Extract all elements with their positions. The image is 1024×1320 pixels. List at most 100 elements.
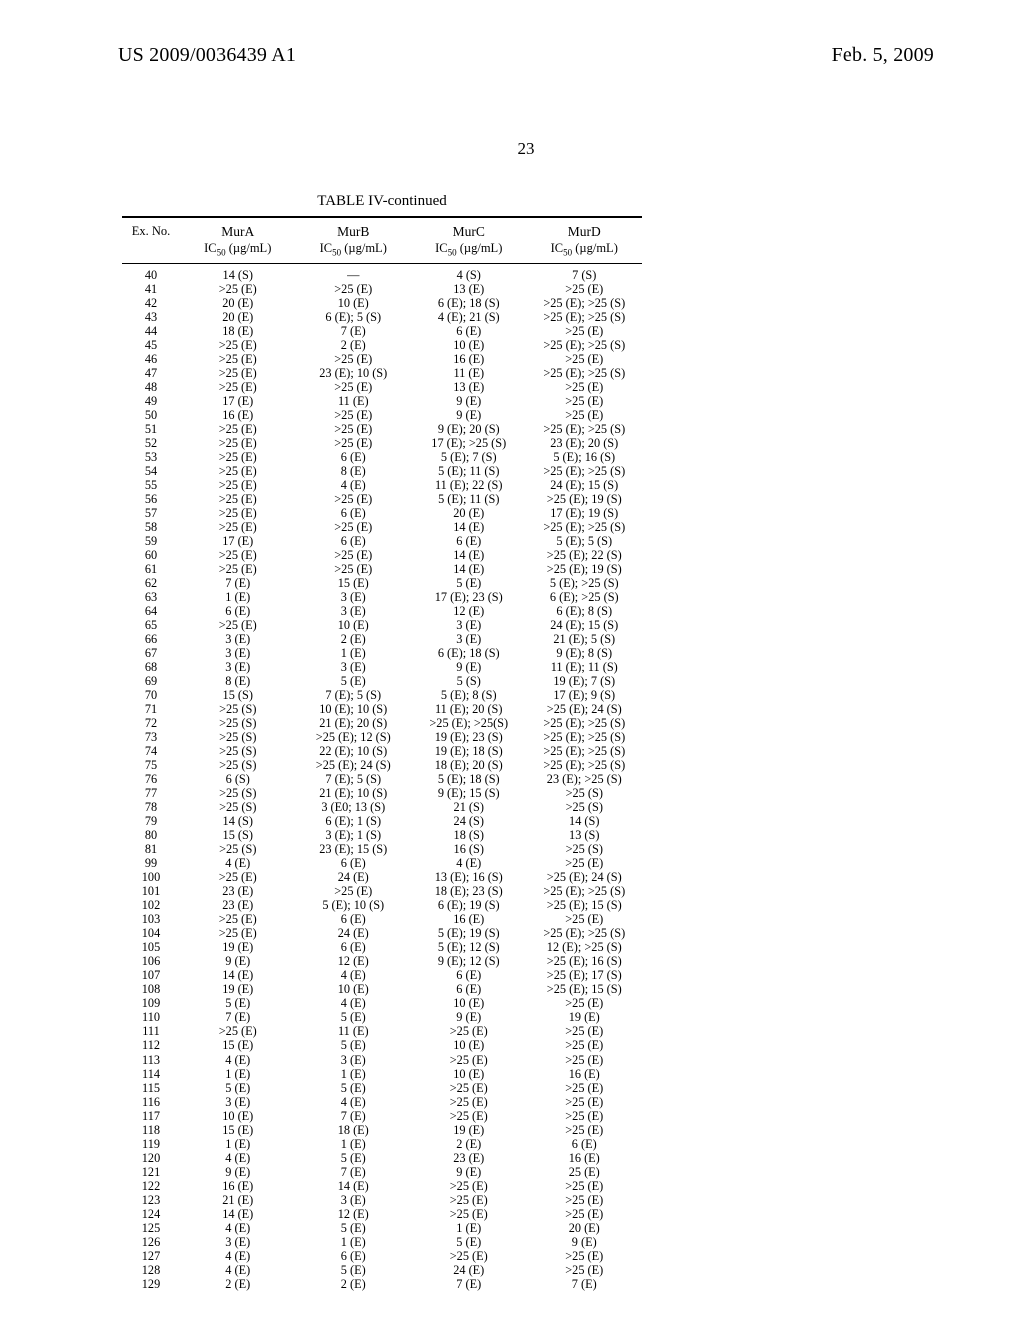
table-cell: 16 (E) xyxy=(527,1067,643,1081)
table-cell: 122 xyxy=(122,1179,180,1193)
table-cell: >25 (E); 24 (S) xyxy=(527,702,643,716)
table-cell: >25 (E) xyxy=(527,380,643,394)
table-cell: 6 (E) xyxy=(296,856,412,870)
table-cell: 100 xyxy=(122,870,180,884)
table-row: 12216 (E)14 (E)>25 (E)>25 (E) xyxy=(122,1179,642,1193)
table-cell: >25 (E); 12 (S) xyxy=(296,730,412,744)
table-cell: 7 (E) xyxy=(296,1109,412,1123)
table-cell: >25 (E); 24 (S) xyxy=(527,870,643,884)
table-cell: 1 (E) xyxy=(296,646,412,660)
table-cell: 5 (E) xyxy=(296,1151,412,1165)
table-cell: 19 (E) xyxy=(180,982,296,996)
table-cell: 17 (E) xyxy=(180,394,296,408)
table-row: 627 (E)15 (E)5 (E)5 (E); >25 (S) xyxy=(122,576,642,590)
table-row: 631 (E)3 (E)17 (E); 23 (S)6 (E); >25 (S) xyxy=(122,590,642,604)
table-cell: 24 (E); 15 (S) xyxy=(527,618,643,632)
table-row: 103>25 (E)6 (E)16 (E)>25 (E) xyxy=(122,912,642,926)
table-cell: 7 (S) xyxy=(527,268,643,282)
col-header-mura: MurA IC50 (µg/mL) xyxy=(180,224,296,259)
page: US 2009/0036439 A1 Feb. 5, 2009 23 TABLE… xyxy=(0,0,1024,1320)
table-cell: 5 (E); 18 (S) xyxy=(411,772,527,786)
table-cell: 6 (E); 18 (S) xyxy=(411,646,527,660)
table-row: 11710 (E)7 (E)>25 (E)>25 (E) xyxy=(122,1109,642,1123)
table-cell: 5 (E); 8 (S) xyxy=(411,688,527,702)
table-row: 1163 (E)4 (E)>25 (E)>25 (E) xyxy=(122,1095,642,1109)
table-cell: 6 (E) xyxy=(411,982,527,996)
table-cell: >25 (E) xyxy=(296,380,412,394)
table-cell: 57 xyxy=(122,506,180,520)
table-cell: >25 (E) xyxy=(180,380,296,394)
table-cell: >25 (E) xyxy=(180,464,296,478)
table-cell: 7 (E); 5 (S) xyxy=(296,772,412,786)
table-cell: 10 (E) xyxy=(296,618,412,632)
table-cell: >25 (E) xyxy=(411,1207,527,1221)
table-cell: 19 (E); 18 (S) xyxy=(411,744,527,758)
table-cell: 8 (E) xyxy=(180,674,296,688)
table-cell: 11 (E) xyxy=(411,366,527,380)
table-row: 100>25 (E)24 (E)13 (E); 16 (S)>25 (E); 2… xyxy=(122,870,642,884)
table-row: 4320 (E)6 (E); 5 (S)4 (E); 21 (S)>25 (E)… xyxy=(122,310,642,324)
table-cell: 10 (E); 10 (S) xyxy=(296,702,412,716)
table-cell: 115 xyxy=(122,1081,180,1095)
table-cell: 49 xyxy=(122,394,180,408)
table-cell: >25 (E) xyxy=(527,352,643,366)
table-column-headers: Ex. No. MurA IC50 (µg/mL) MurB IC50 (µg/… xyxy=(122,218,642,263)
table-cell: >25 (E); >25 (S) xyxy=(527,716,643,730)
table-cell: 22 (E); 10 (S) xyxy=(296,744,412,758)
table-cell: >25 (E) xyxy=(527,1123,643,1137)
table-iv: TABLE IV-continued Ex. No. MurA IC50 (µg… xyxy=(122,193,642,1291)
table-row: 10519 (E)6 (E)5 (E); 12 (S)12 (E); >25 (… xyxy=(122,940,642,954)
table-cell: >25 (E) xyxy=(411,1095,527,1109)
table-cell: 7 (E) xyxy=(527,1277,643,1291)
table-cell: 126 xyxy=(122,1235,180,1249)
table-cell: >25 (E) xyxy=(296,408,412,422)
table-cell: 1 (E) xyxy=(180,1067,296,1081)
table-cell: 3 (E) xyxy=(180,646,296,660)
table-row: 53>25 (E)6 (E)5 (E); 7 (S)5 (E); 16 (S) xyxy=(122,450,642,464)
table-cell: 19 (E) xyxy=(527,1010,643,1024)
table-cell: 7 (E) xyxy=(180,1010,296,1024)
table-cell: 23 (E) xyxy=(180,898,296,912)
table-cell: 3 (E); 1 (S) xyxy=(296,828,412,842)
table-row: 1141 (E)1 (E)10 (E)16 (E) xyxy=(122,1067,642,1081)
table-cell: 14 (E) xyxy=(411,520,527,534)
table-cell: 58 xyxy=(122,520,180,534)
table-cell: 48 xyxy=(122,380,180,394)
table-cell: >25 (S) xyxy=(180,786,296,800)
table-cell: 16 (E) xyxy=(527,1151,643,1165)
table-cell: 6 (E); 8 (S) xyxy=(527,604,643,618)
table-cell: 5 (S) xyxy=(411,674,527,688)
table-cell: >25 (E) xyxy=(180,870,296,884)
table-cell: 24 (E); 15 (S) xyxy=(527,478,643,492)
table-cell: >25 (E); 15 (S) xyxy=(527,982,643,996)
table-cell: 3 (E0; 13 (S) xyxy=(296,800,412,814)
table-cell: 6 (E) xyxy=(296,506,412,520)
table-cell: 104 xyxy=(122,926,180,940)
table-cell: 21 (E) xyxy=(180,1193,296,1207)
table-row: 65>25 (E)10 (E)3 (E)24 (E); 15 (S) xyxy=(122,618,642,632)
table-cell: >25 (S) xyxy=(180,730,296,744)
table-cell: >25 (S) xyxy=(180,800,296,814)
table-cell: 114 xyxy=(122,1067,180,1081)
table-cell: 5 (E); 19 (S) xyxy=(411,926,527,940)
table-cell: >25 (E) xyxy=(527,324,643,338)
table-cell: 9 (E); 8 (S) xyxy=(527,646,643,660)
table-cell: 12 (E) xyxy=(296,954,412,968)
table-row: 72>25 (S)21 (E); 20 (S)>25 (E); >25(S)>2… xyxy=(122,716,642,730)
table-row: 1254 (E)5 (E)1 (E)20 (E) xyxy=(122,1221,642,1235)
table-row: 1284 (E)5 (E)24 (E)>25 (E) xyxy=(122,1263,642,1277)
table-cell: 9 (E) xyxy=(411,394,527,408)
table-cell: >25 (E) xyxy=(180,912,296,926)
table-cell: 128 xyxy=(122,1263,180,1277)
table-cell: >25 (E); >25 (S) xyxy=(527,338,643,352)
table-cell: 45 xyxy=(122,338,180,352)
table-cell: >25 (E) xyxy=(527,1207,643,1221)
table-cell: >25 (E) xyxy=(527,856,643,870)
table-cell: 64 xyxy=(122,604,180,618)
ic50-label: IC50 (µg/mL) xyxy=(527,241,643,259)
table-cell: 60 xyxy=(122,548,180,562)
table-cell: 5 (E) xyxy=(180,1081,296,1095)
table-cell: 18 (E) xyxy=(296,1123,412,1137)
table-cell: 6 (E) xyxy=(296,534,412,548)
table-cell: 13 (E); 16 (S) xyxy=(411,870,527,884)
